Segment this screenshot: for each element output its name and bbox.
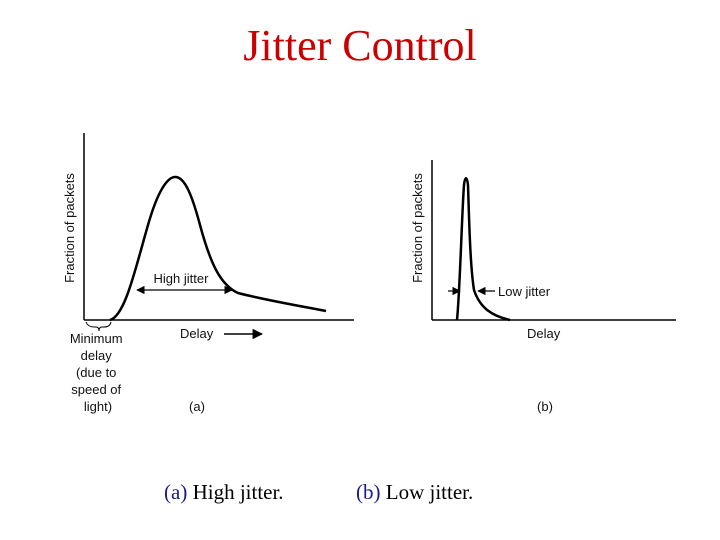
min-delay-label: Minimum delay (due to speed of light) [70,331,126,414]
panel-a-tag: (a) [189,399,205,414]
caption-b-tag: (b) [356,480,381,504]
slide-title: Jitter Control [243,21,477,70]
caption-b: (b) Low jitter. [356,480,473,505]
panel-a-range-label: High jitter [154,271,210,286]
min-delay-line-2: delay [81,348,113,363]
panel-b-low-jitter-curve [455,177,511,322]
caption-a-tag: (a) [164,480,188,504]
min-delay-line-3: (due to [76,365,116,380]
panel-b-y-axis-label: Fraction of packets [410,173,425,283]
min-delay-line-4: speed of [71,382,121,397]
panel-a: Fraction of packets High jitter Minimum … [62,133,354,414]
caption-b-text: Low jitter. [380,480,474,504]
panel-b-x-axis-label: Delay [527,326,561,341]
panel-a-y-axis-label: Fraction of packets [62,173,77,283]
min-delay-line-1: Minimum [70,331,123,346]
panel-a-x-axis-label: Delay [180,326,214,341]
panel-b-range-label: Low jitter [498,284,551,299]
panel-a-high-jitter-curve [109,175,327,322]
min-delay-line-5: light) [84,399,112,414]
panel-b-tag: (b) [537,399,553,414]
min-delay-brace [85,321,112,332]
caption-a: (a) High jitter. [164,480,284,505]
caption-a-text: High jitter. [187,480,284,504]
panel-b: Fraction of packets Low jitter Delay (b) [410,160,676,414]
